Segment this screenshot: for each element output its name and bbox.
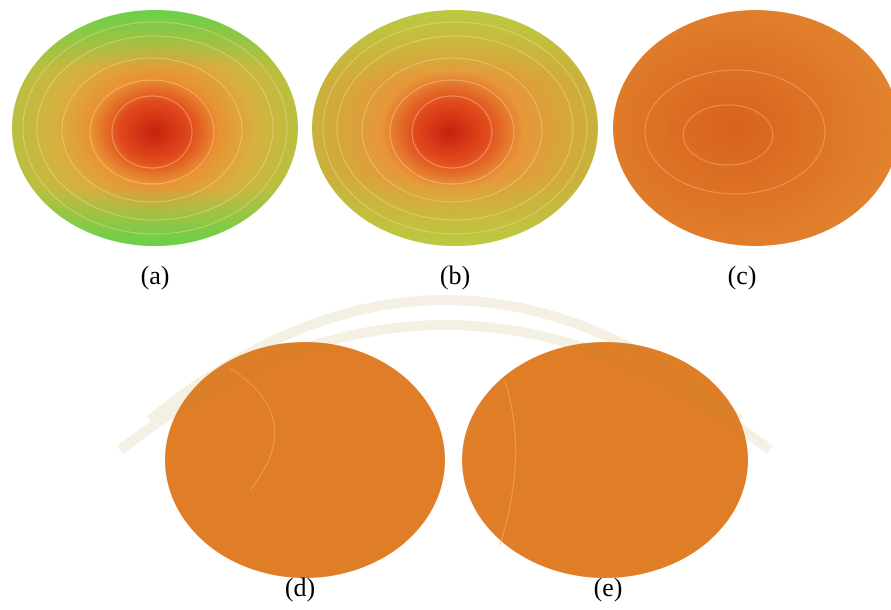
panel-a — [12, 10, 298, 246]
watermark — [116, 295, 774, 454]
label-c: (c) — [728, 261, 757, 290]
panel-d — [165, 342, 445, 578]
panel-b — [312, 10, 598, 246]
label-e: (e) — [594, 573, 623, 602]
panel-c — [613, 10, 891, 246]
label-d: (d) — [285, 573, 315, 602]
label-a: (a) — [141, 261, 170, 290]
panel-e — [462, 342, 748, 578]
label-b: (b) — [440, 261, 470, 290]
